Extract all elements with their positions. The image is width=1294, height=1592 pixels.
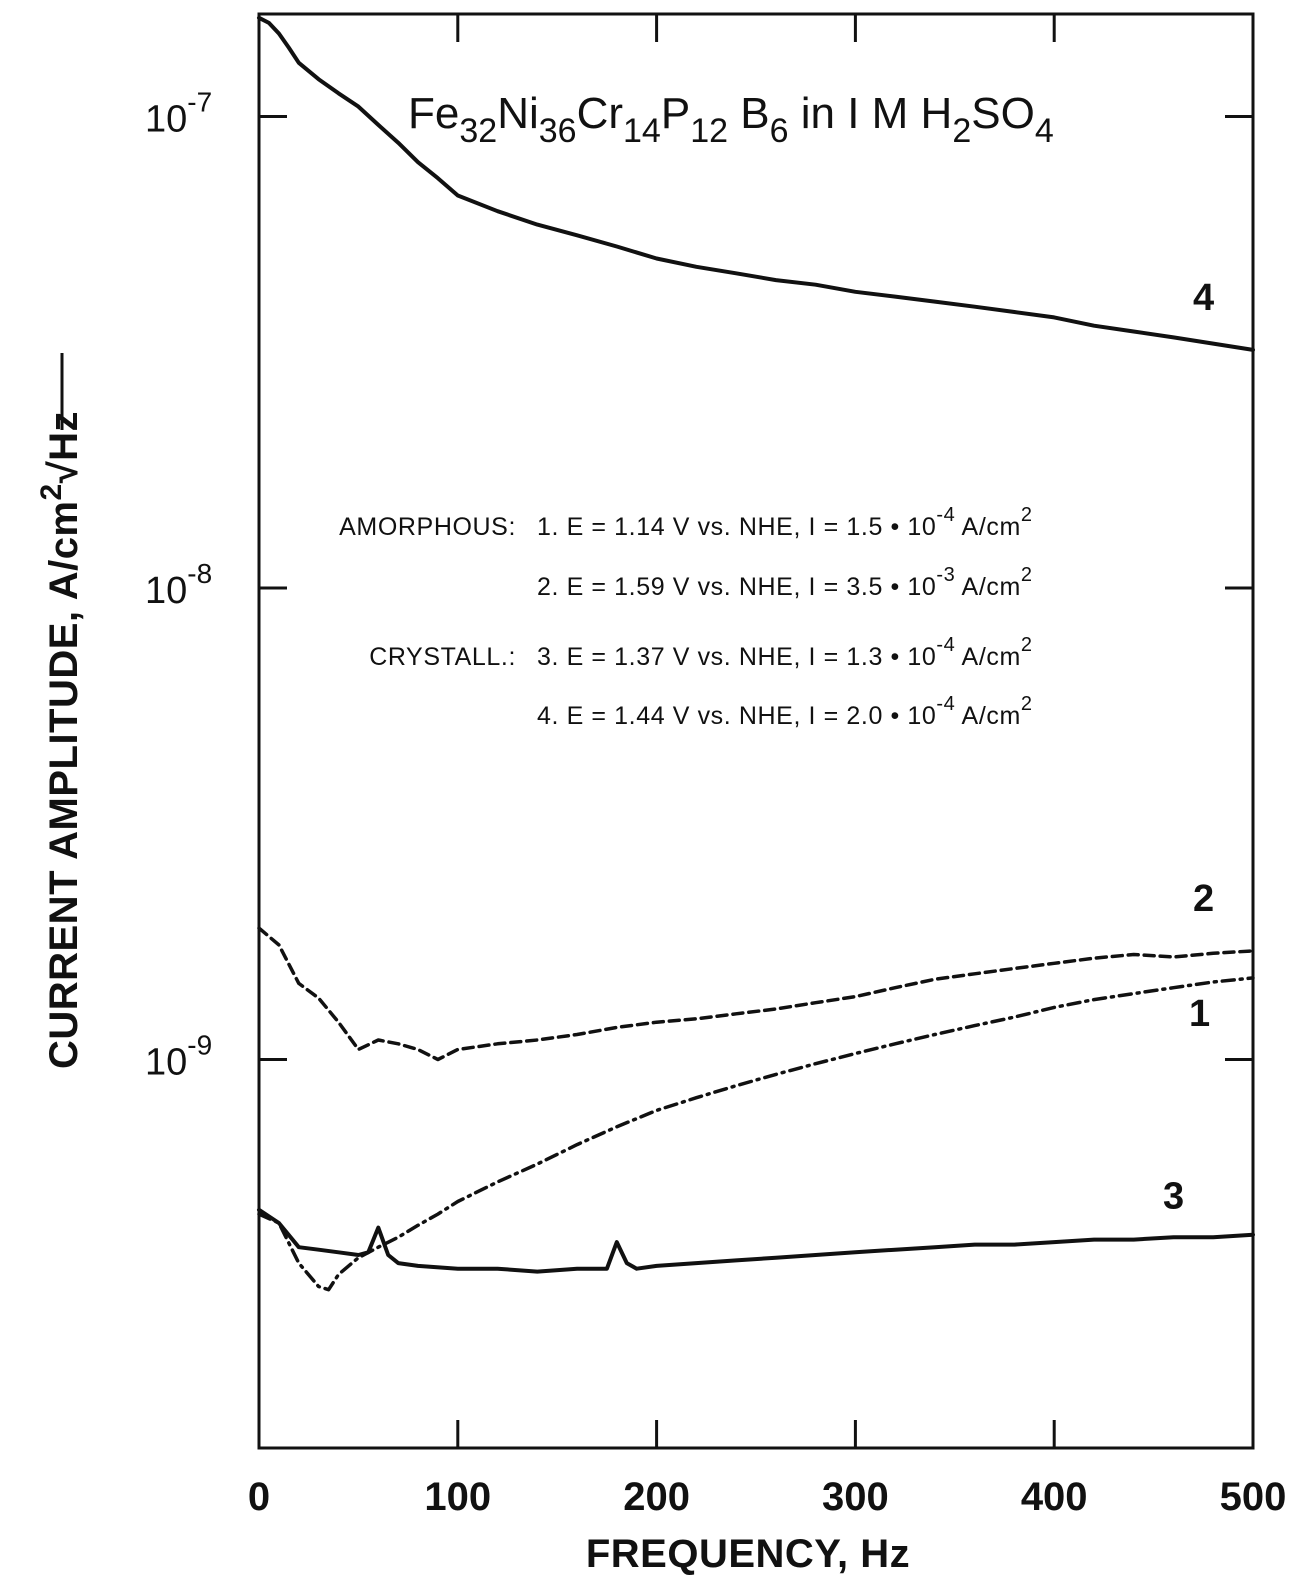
plot-border [257, 12, 1255, 1450]
annotation-block: AMORPHOUS: 1. E = 1.14 V vs. NHE, I = 1.5… [339, 504, 1033, 730]
x-tick-label: 500 [1220, 1475, 1287, 1519]
y-tick-label: 10-7 [145, 87, 212, 141]
plot-frame [257, 12, 1255, 1450]
annotation-prefix: AMORPHOUS: [339, 513, 516, 541]
curve-labels: 1 2 3 4 [1163, 277, 1214, 1218]
y-tick-label: 10-8 [145, 558, 212, 612]
annotation-line: 2. E = 1.59 V vs. NHE, I = 3.5 • 10-3 A/… [537, 564, 1033, 601]
curve-label-2: 2 [1193, 878, 1214, 920]
x-tick-label: 0 [248, 1475, 270, 1519]
series-line-1 [257, 976, 1255, 1292]
annotation-prefix: CRYSTALL.: [369, 643, 516, 671]
y-tick-label: 10-9 [145, 1030, 212, 1084]
series-line-2 [257, 926, 1255, 1062]
plot-series [257, 15, 1255, 1292]
curve-label-3: 3 [1163, 1176, 1184, 1218]
x-tick-label: 300 [822, 1475, 889, 1519]
x-tick-label: 400 [1021, 1475, 1088, 1519]
series-line-4 [257, 15, 1255, 352]
x-tick-label: 100 [424, 1475, 491, 1519]
series-line-3 [257, 1207, 1255, 1274]
annotation-line: 1. E = 1.14 V vs. NHE, I = 1.5 • 10-4 A/… [537, 504, 1033, 541]
annotation-line: 4. E = 1.44 V vs. NHE, I = 2.0 • 10-4 A/… [537, 693, 1033, 730]
annotation-line: 3. E = 1.37 V vs. NHE, I = 1.3 • 10-4 A/… [537, 634, 1033, 671]
chart-title: Fe32Ni36Cr14P12 B6 in I M H2SO4 [408, 89, 1054, 150]
axis-ticks: 0 100 200 300 400 500 10-7 10-8 10-9 [145, 14, 1286, 1519]
x-tick-label: 200 [623, 1475, 690, 1519]
curve-label-1: 1 [1189, 993, 1210, 1035]
curve-label-4: 4 [1193, 277, 1214, 319]
x-axis-title: FREQUENCY, Hz [586, 1532, 910, 1576]
y-axis-title: CURRENT AMPLITUDE, A/cm2√Hz [35, 411, 86, 1069]
